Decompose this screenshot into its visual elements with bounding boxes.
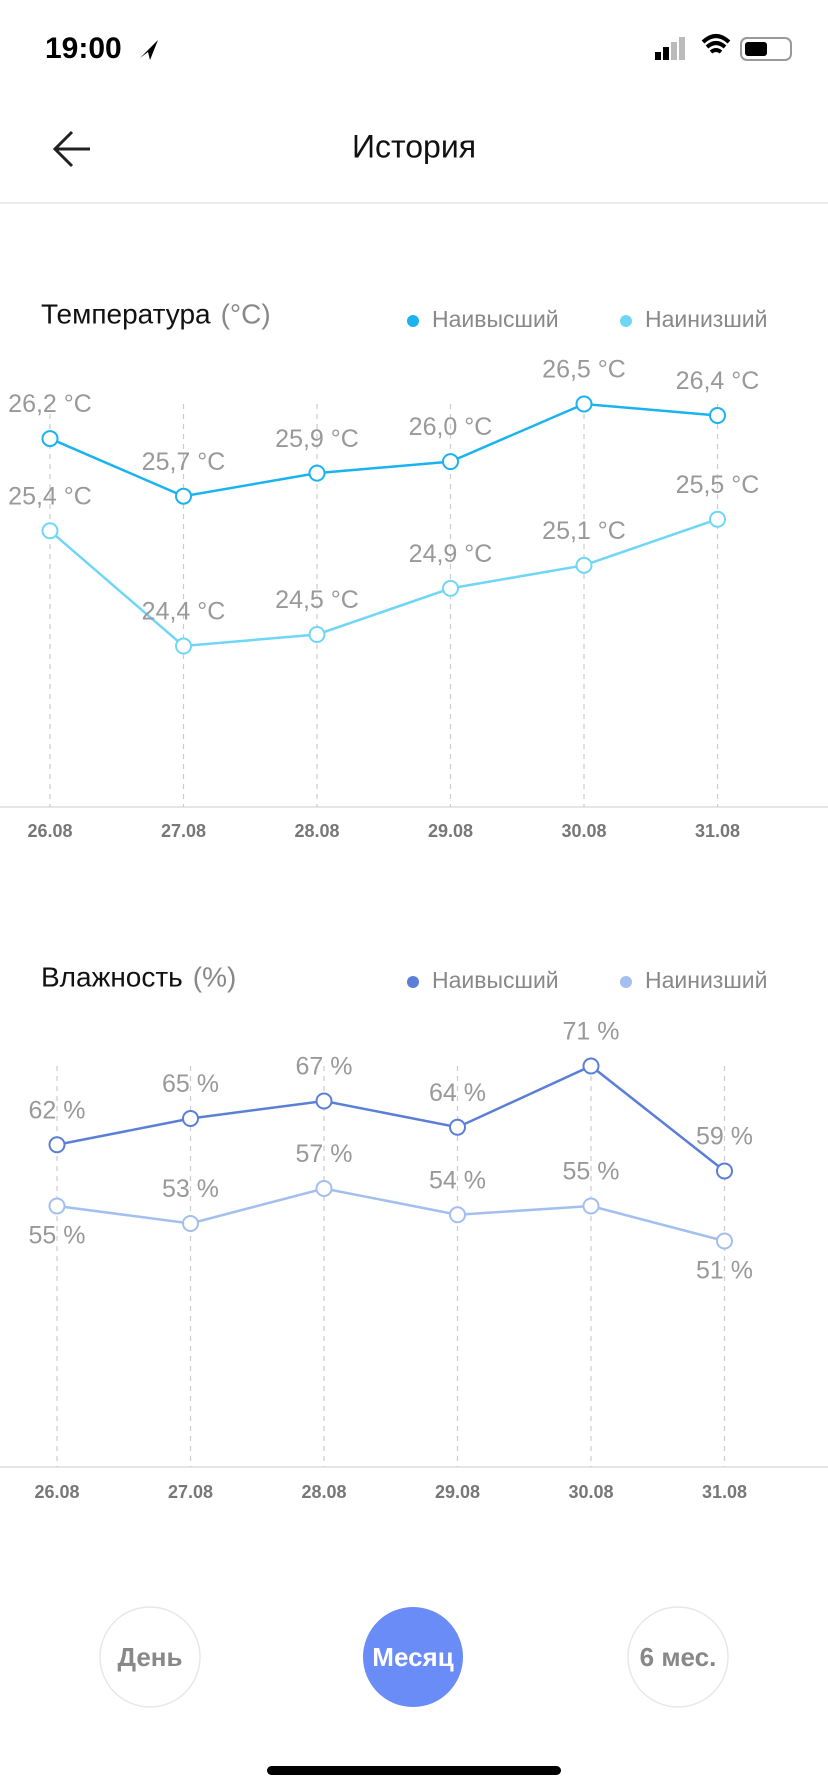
data-label: 25,1 °C — [542, 517, 626, 545]
tab-button[interactable] — [99, 1606, 201, 1708]
chart-unit: (°C) — [221, 298, 271, 329]
data-label: 51 % — [696, 1257, 753, 1285]
x-tick-label: 29.08 — [428, 821, 473, 841]
x-tick-label: 29.08 — [435, 1482, 480, 1502]
x-tick-label: 26.08 — [27, 821, 72, 841]
home-indicator — [267, 1766, 561, 1775]
data-point — [41, 430, 59, 448]
legend-dot — [407, 976, 419, 988]
data-point — [175, 637, 192, 655]
data-label: 55 % — [563, 1158, 620, 1186]
data-label: 64 % — [429, 1079, 486, 1107]
data-label: 26,2 °C — [8, 390, 92, 418]
x-tick-label: 30.08 — [561, 821, 606, 841]
data-label: 59 % — [696, 1123, 753, 1151]
data-point — [41, 522, 59, 540]
data-point — [716, 1162, 733, 1180]
data-label: 67 % — [296, 1053, 353, 1081]
data-point — [582, 1197, 600, 1215]
wifi-icon — [701, 34, 731, 54]
battery-level — [745, 42, 767, 56]
tab-label[interactable]: 6 мес. — [640, 1642, 717, 1672]
header-title: История — [352, 128, 476, 164]
data-point — [575, 556, 593, 574]
status-time: 19:00 — [45, 32, 122, 65]
data-point — [308, 625, 326, 643]
battery-icon — [740, 37, 792, 61]
data-label: 25,5 °C — [676, 471, 760, 499]
legend-dot — [407, 315, 419, 327]
series-line — [56, 1064, 726, 1172]
chart-unit: (%) — [193, 961, 237, 992]
series-line — [49, 402, 718, 498]
tab-button[interactable] — [363, 1607, 463, 1707]
series-line — [49, 518, 718, 648]
legend-label: Наивысший — [432, 306, 559, 332]
data-label: 55 % — [29, 1222, 86, 1250]
x-tick-label: 27.08 — [168, 1482, 213, 1502]
data-label: 26,0 °C — [409, 413, 493, 441]
x-tick-label: 30.08 — [568, 1482, 613, 1502]
data-point — [709, 510, 726, 528]
data-label: 25,9 °C — [275, 425, 359, 453]
data-point — [48, 1197, 66, 1215]
chart-title: Влажность — [41, 961, 183, 992]
data-point — [442, 453, 459, 471]
chart-title: Температура — [41, 298, 211, 329]
signal-icon — [655, 37, 685, 60]
data-point — [182, 1110, 199, 1127]
data-label: 57 % — [296, 1140, 353, 1168]
data-point — [442, 579, 459, 597]
data-label: 24,9 °C — [409, 540, 493, 568]
data-label: 54 % — [429, 1166, 486, 1194]
data-point — [716, 1232, 733, 1250]
x-tick-label: 27.08 — [161, 821, 206, 841]
tab-button[interactable] — [627, 1606, 729, 1708]
legend-label: Наивысший — [432, 967, 559, 993]
data-label: 62 % — [29, 1096, 86, 1124]
data-label: 24,5 °C — [275, 586, 359, 614]
legend-label: Наинизший — [645, 967, 768, 993]
data-point — [48, 1136, 66, 1154]
data-point — [315, 1180, 333, 1197]
data-label: 53 % — [162, 1175, 219, 1203]
legend-label: Наинизший — [645, 306, 768, 332]
data-label: 24,4 °C — [142, 598, 226, 626]
legend-dot — [620, 315, 632, 327]
location-icon — [140, 40, 158, 60]
data-point — [582, 1057, 600, 1075]
data-point — [308, 464, 326, 482]
x-tick-label: 28.08 — [294, 821, 339, 841]
data-point — [315, 1092, 333, 1110]
legend-dot — [620, 976, 632, 988]
x-tick-label: 31.08 — [695, 821, 740, 841]
data-label: 25,7 °C — [142, 448, 226, 476]
x-tick-label: 31.08 — [702, 1482, 747, 1502]
series-line — [56, 1187, 725, 1243]
data-point — [175, 487, 192, 505]
data-label: 26,4 °C — [676, 367, 760, 395]
tab-label[interactable]: День — [118, 1642, 183, 1672]
data-point — [575, 395, 593, 413]
data-label: 65 % — [162, 1070, 219, 1098]
data-label: 25,4 °C — [8, 482, 92, 510]
tab-label[interactable]: Месяц — [372, 1642, 453, 1672]
data-label: 26,5 °C — [542, 356, 626, 384]
back-button[interactable] — [52, 130, 90, 168]
data-point — [449, 1206, 466, 1224]
x-tick-label: 26.08 — [34, 1482, 79, 1502]
data-label: 71 % — [563, 1018, 620, 1046]
data-point — [182, 1215, 199, 1232]
data-point — [449, 1118, 466, 1136]
x-tick-label: 28.08 — [301, 1482, 346, 1502]
data-point — [709, 407, 726, 425]
